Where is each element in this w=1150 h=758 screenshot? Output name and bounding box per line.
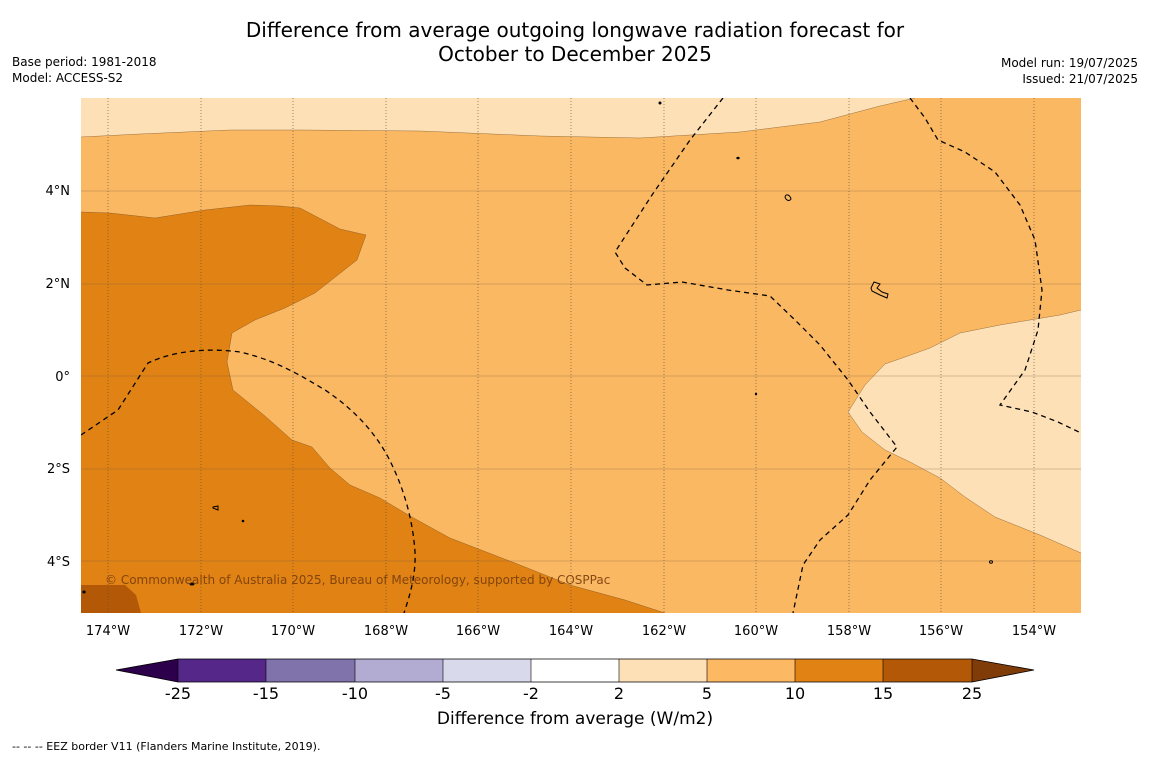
colorbar-segment-3: [355, 659, 443, 682]
colorbar-segment-6: [619, 659, 707, 682]
lon-label-174w: 174°W: [86, 624, 130, 639]
colorbar-segment-8: [795, 659, 883, 682]
colorbar-tick-5: 2: [614, 684, 624, 703]
islands: [82, 101, 993, 594]
eez-borders: [81, 98, 1081, 613]
latitude-labels: 4°N 2°N 0° 2°S 4°S: [46, 184, 71, 570]
lon-label-158w: 158°W: [827, 624, 871, 639]
lon-label-166w: 166°W: [456, 624, 500, 639]
colorbar-tick-9: 25: [962, 684, 982, 703]
model-run-text: Model run: 19/07/2025: [1000, 56, 1138, 70]
colorbar-title: Difference from average (W/m2): [436, 709, 714, 729]
lat-label-2s: 2°S: [47, 462, 70, 477]
colorbar-tick-4: -2: [523, 684, 539, 703]
colorbar-tick-2: -10: [342, 684, 368, 703]
contour-lines: [81, 98, 1081, 613]
copyright-text: © Commonwealth of Australia 2025, Bureau…: [105, 573, 610, 587]
map-plot-area: © Commonwealth of Australia 2025, Bureau…: [81, 98, 1081, 613]
lat-label-4s: 4°S: [47, 555, 70, 570]
colorbar-tick-7: 10: [785, 684, 805, 703]
latitude-gridlines: [81, 190, 1081, 562]
fill-2-to-5-east: [848, 310, 1081, 553]
map-title: Difference from average outgoing longwav…: [0, 18, 1150, 66]
fill-15-to-25-southwest: [81, 585, 141, 613]
meta-left: Base period: 1981-2018 Model: ACCESS-S2: [12, 54, 157, 86]
colorbar-segment-9: [883, 659, 972, 682]
lon-label-156w: 156°W: [919, 624, 963, 639]
colorbar-tick-0: -25: [165, 684, 191, 703]
issued-text: Issued: 21/07/2025: [1022, 72, 1138, 86]
longitude-labels: 174°W 172°W 170°W 168°W 166°W 164°W 162°…: [86, 624, 1056, 639]
base-period-text: Base period: 1981-2018: [12, 55, 157, 69]
lon-label-162w: 162°W: [642, 624, 686, 639]
colorbar-segment-4: [443, 659, 531, 682]
lon-label-164w: 164°W: [549, 624, 593, 639]
colorbar: -25 -15 -10 -5 -2 2 5 10 15 25: [115, 658, 1035, 703]
colorbar-tick-8: 15: [873, 684, 893, 703]
colorbar-tick-6: 5: [702, 684, 712, 703]
lat-label-0: 0°: [55, 370, 70, 385]
title-line-1: Difference from average outgoing longwav…: [245, 18, 905, 42]
colorbar-segment-5: [531, 659, 619, 682]
fill-2-to-5-north: [81, 98, 915, 138]
eez-footnote: -- -- -- EEZ border V11 (Flanders Marine…: [12, 740, 321, 753]
colorbar-segment-2: [266, 659, 355, 682]
title-line-2: October to December 2025: [438, 42, 712, 66]
meta-right: Model run: 19/07/2025 Issued: 21/07/2025: [1001, 55, 1138, 87]
colorbar-tick-3: -5: [435, 684, 451, 703]
longitude-gridlines: [107, 98, 1035, 613]
lon-label-154w: 154°W: [1012, 624, 1056, 639]
lat-label-4n: 4°N: [46, 184, 71, 199]
lon-label-160w: 160°W: [734, 624, 778, 639]
lon-label-172w: 172°W: [179, 624, 223, 639]
colorbar-extend-high: [972, 659, 1034, 682]
colorbar-segment-1: [178, 659, 266, 682]
fill-10-to-15-west: [81, 205, 665, 613]
lon-label-168w: 168°W: [364, 624, 408, 639]
colorbar-tick-1: -15: [253, 684, 279, 703]
lat-label-2n: 2°N: [46, 277, 71, 292]
colorbar-segment-7: [707, 659, 795, 682]
model-text: Model: ACCESS-S2: [12, 71, 124, 85]
lon-label-170w: 170°W: [271, 624, 315, 639]
colorbar-extend-low: [116, 659, 178, 682]
